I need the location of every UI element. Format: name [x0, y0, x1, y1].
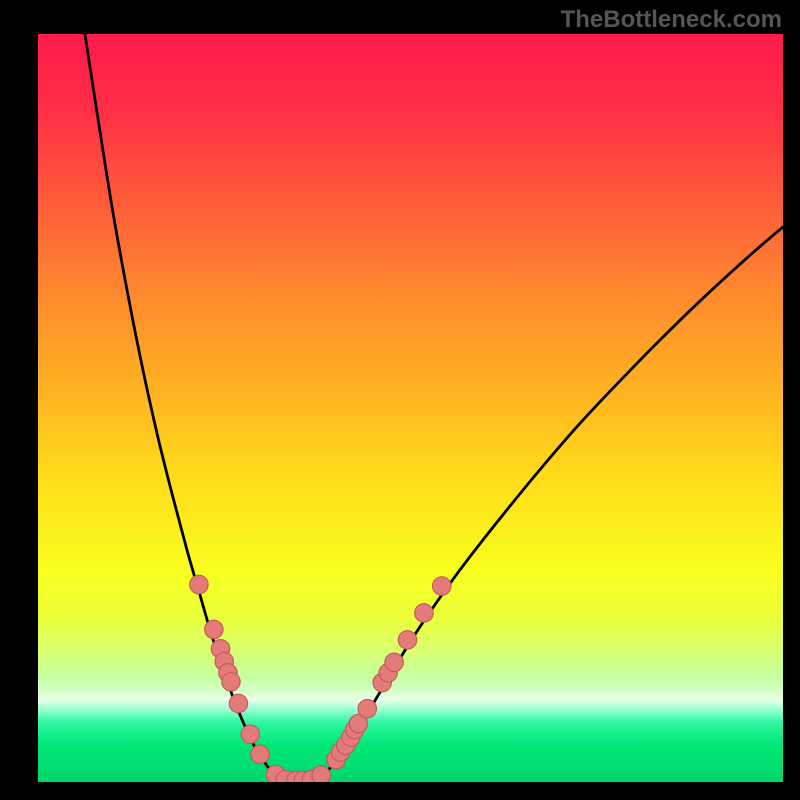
- chart-frame: TheBottleneck.com: [0, 0, 800, 800]
- marker-dot: [229, 694, 247, 712]
- marker-dot: [312, 766, 330, 784]
- marker-dot: [415, 604, 433, 622]
- marker-dot: [190, 575, 208, 593]
- marker-dot: [433, 577, 451, 595]
- marker-dot: [251, 745, 269, 763]
- marker-dot: [385, 653, 403, 671]
- marker-dot: [358, 699, 376, 717]
- plot-background: [38, 34, 783, 782]
- marker-dot: [398, 631, 416, 649]
- marker-dot: [222, 673, 240, 691]
- marker-dot: [205, 620, 223, 638]
- bottleneck-chart: [0, 0, 800, 800]
- marker-dot: [241, 725, 259, 743]
- watermark-text: TheBottleneck.com: [561, 6, 782, 34]
